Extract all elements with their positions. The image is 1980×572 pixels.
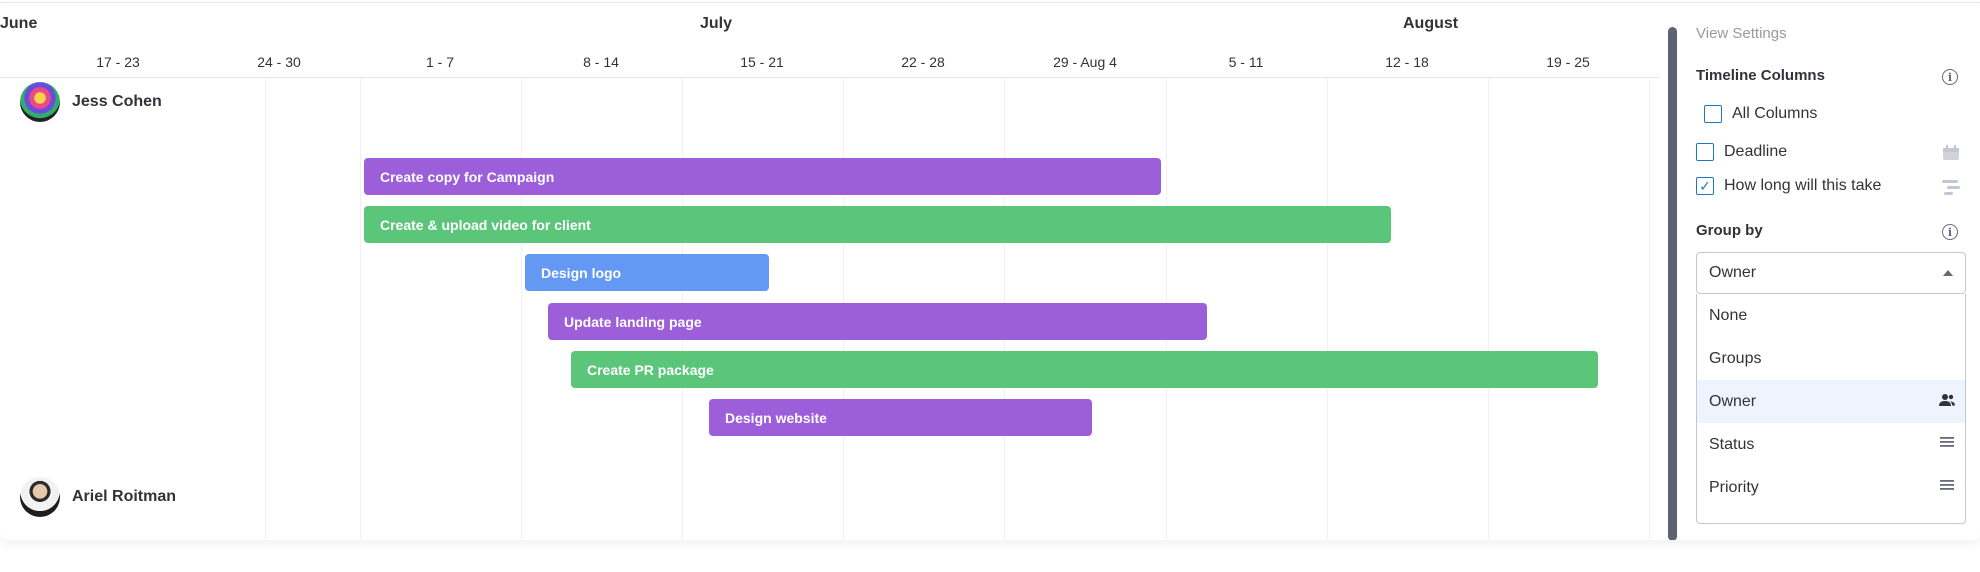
option-priority[interactable]: Priority xyxy=(1697,466,1965,509)
group-by-dropdown: None Groups Owner Status xyxy=(1696,294,1966,524)
select-value: Owner xyxy=(1709,264,1757,281)
group-by-label: Group by xyxy=(1696,222,1763,239)
task-bar[interactable]: Design website xyxy=(709,399,1092,436)
checkbox-label: How long will this take xyxy=(1724,177,1882,194)
option-label: Priority xyxy=(1709,478,1759,496)
checkbox-label: All Columns xyxy=(1732,105,1818,122)
task-label: Design logo xyxy=(541,264,622,281)
timeline-card: June July August 17 - 23 24 - 30 1 - 7 8… xyxy=(0,2,1980,540)
option-label: Status xyxy=(1709,435,1755,453)
week-label: 19 - 25 xyxy=(1546,54,1590,70)
grid-line xyxy=(1327,78,1328,540)
task-bar[interactable]: Create & upload video for client xyxy=(364,206,1391,243)
checkbox-label: Deadline xyxy=(1724,143,1788,160)
week-label: 15 - 21 xyxy=(740,54,784,70)
option-none[interactable]: None xyxy=(1697,294,1965,337)
week-label: 5 - 11 xyxy=(1228,54,1264,70)
vertical-scrollbar[interactable] xyxy=(1668,27,1677,540)
grid-line xyxy=(1649,78,1650,540)
info-icon[interactable]: i xyxy=(1942,69,1958,85)
week-label: 8 - 14 xyxy=(583,54,619,70)
checkbox-icon[interactable] xyxy=(1696,143,1714,161)
checkbox-icon[interactable] xyxy=(1704,105,1722,123)
month-label: August xyxy=(1403,15,1459,32)
grid-line xyxy=(521,78,522,540)
week-label: 22 - 28 xyxy=(901,54,945,70)
people-icon xyxy=(1939,394,1955,406)
task-label: Update landing page xyxy=(564,313,702,330)
week-label: 1 - 7 xyxy=(425,54,455,70)
option-groups[interactable]: Groups xyxy=(1697,337,1965,380)
task-bar[interactable]: Create copy for Campaign xyxy=(364,158,1161,195)
header-divider xyxy=(0,77,1660,78)
panel-title: View Settings xyxy=(1696,25,1787,42)
week-label: 29 - Aug 4 xyxy=(1053,54,1117,70)
month-label: June xyxy=(0,15,38,32)
checkbox-icon[interactable]: ✓ xyxy=(1696,177,1714,195)
owner-row[interactable]: Jess Cohen xyxy=(20,82,162,122)
owner-name: Jess Cohen xyxy=(72,93,162,110)
task-bar[interactable]: Create PR package xyxy=(571,351,1598,388)
timeline-view: June July August 17 - 23 24 - 30 1 - 7 8… xyxy=(0,3,1668,540)
week-label: 17 - 23 xyxy=(96,54,140,70)
option-owner[interactable]: Owner xyxy=(1697,380,1965,423)
task-bar[interactable]: Update landing page xyxy=(548,303,1207,340)
task-label: Create PR package xyxy=(587,361,714,378)
duration-checkbox[interactable]: ✓ How long will this take xyxy=(1696,177,1881,195)
week-label: 12 - 18 xyxy=(1385,54,1429,70)
deadline-checkbox[interactable]: Deadline xyxy=(1696,143,1787,161)
all-columns-checkbox[interactable]: All Columns xyxy=(1704,105,1817,123)
info-icon[interactable]: i xyxy=(1942,224,1958,240)
timeline-icon xyxy=(1942,180,1960,195)
list-icon xyxy=(1940,480,1954,490)
week-label: 24 - 30 xyxy=(257,54,301,70)
grid-line xyxy=(265,78,266,540)
owner-name: Ariel Roitman xyxy=(72,488,177,505)
grid-line xyxy=(1488,78,1489,540)
option-label: Groups xyxy=(1709,349,1762,367)
task-label: Create copy for Campaign xyxy=(380,168,555,185)
task-label: Design website xyxy=(725,409,827,426)
option-label: None xyxy=(1709,306,1748,324)
option-status[interactable]: Status xyxy=(1697,423,1965,466)
grid-line xyxy=(360,78,361,540)
task-label: Create & upload video for client xyxy=(380,216,591,233)
group-by-select[interactable]: Owner xyxy=(1696,252,1966,294)
task-bar[interactable]: Design logo xyxy=(525,254,769,291)
caret-up-icon xyxy=(1943,270,1953,276)
owner-row[interactable]: Ariel Roitman xyxy=(20,477,176,517)
avatar-icon xyxy=(20,477,60,517)
calendar-icon xyxy=(1943,145,1959,160)
avatar-icon xyxy=(20,82,60,122)
list-icon xyxy=(1940,437,1954,447)
month-label: July xyxy=(700,15,733,32)
view-settings-panel: View Settings Timeline Columns i All Col… xyxy=(1680,3,1980,540)
option-label: Owner xyxy=(1709,392,1757,410)
timeline-columns-label: Timeline Columns xyxy=(1696,67,1825,84)
